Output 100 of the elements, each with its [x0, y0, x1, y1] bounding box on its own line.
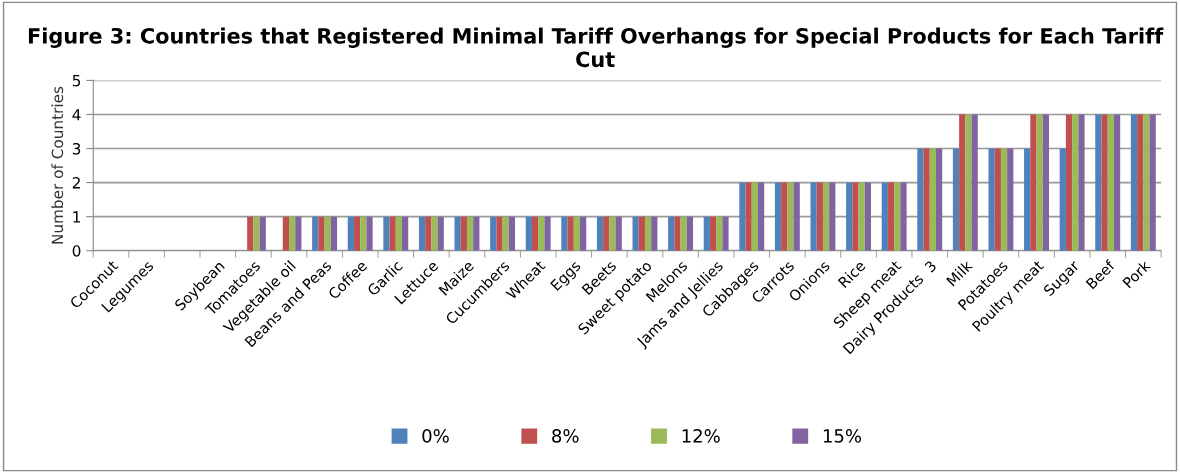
- bar: [638, 216, 645, 251]
- bar: [793, 182, 800, 251]
- bar: [971, 114, 978, 251]
- bar: [1143, 114, 1150, 251]
- bar: [881, 182, 888, 251]
- bar: [781, 182, 788, 251]
- bar: [1036, 114, 1043, 251]
- bar: [852, 182, 859, 251]
- bar: [603, 216, 610, 251]
- bar: [1101, 114, 1108, 251]
- bar: [395, 216, 403, 251]
- bar: [295, 216, 302, 251]
- bar: [894, 182, 901, 251]
- bar: [573, 216, 580, 251]
- legend-label: 15%: [823, 429, 862, 443]
- bar: [674, 216, 681, 251]
- bar: [632, 216, 639, 251]
- legend-label: 8%: [552, 429, 579, 443]
- bar: [418, 216, 426, 251]
- bar: [1072, 114, 1079, 251]
- bar: [858, 182, 865, 251]
- bar: [1078, 114, 1085, 251]
- bar: [1149, 114, 1156, 251]
- bar: [366, 216, 373, 251]
- bar: [1000, 148, 1008, 251]
- bar: [473, 216, 480, 251]
- bar: [1059, 148, 1066, 251]
- bar: [757, 182, 765, 251]
- bar: [1113, 114, 1121, 251]
- bar: [383, 216, 390, 251]
- bar: [353, 216, 361, 251]
- bar: [318, 216, 325, 251]
- bar: [917, 148, 924, 251]
- bar: [454, 216, 461, 251]
- bar: [609, 216, 616, 251]
- bar: [822, 182, 830, 251]
- bar: [816, 182, 823, 251]
- y-tick-label: 1: [73, 211, 80, 223]
- bar: [425, 216, 432, 251]
- bar: [703, 216, 710, 251]
- bar: [929, 148, 936, 251]
- bar: [490, 216, 497, 251]
- bar: [389, 216, 396, 251]
- bar: [544, 216, 551, 251]
- bar: [402, 216, 409, 251]
- bar: [680, 216, 687, 251]
- bar: [651, 216, 658, 251]
- bar: [952, 148, 960, 251]
- bar: [900, 182, 907, 251]
- y-tick-label: 2: [72, 177, 80, 189]
- bar: [994, 148, 1001, 251]
- bar: [259, 216, 266, 251]
- y-tick-label: 3: [72, 142, 81, 155]
- bar: [1065, 114, 1073, 251]
- bar: [965, 114, 972, 251]
- bar: [580, 216, 587, 251]
- y-tick-label: 5: [72, 75, 81, 87]
- bar: [460, 216, 467, 251]
- bar: [431, 216, 438, 251]
- bar: [1095, 114, 1102, 251]
- bar: [810, 182, 817, 251]
- bar: [774, 182, 782, 251]
- bar: [437, 216, 444, 251]
- bar: [739, 182, 746, 251]
- y-axis-title: Number of Countries: [51, 86, 64, 244]
- bar: [864, 182, 872, 251]
- bar: [502, 216, 509, 251]
- bar: [289, 216, 296, 251]
- bar: [1130, 114, 1138, 251]
- bar: [887, 182, 895, 251]
- bar: [531, 216, 539, 251]
- bar: [751, 182, 758, 251]
- bar: [525, 216, 532, 251]
- bar: [347, 216, 354, 251]
- bar: [787, 182, 794, 251]
- bar: [716, 216, 723, 251]
- bar: [596, 216, 604, 251]
- bar: [923, 148, 930, 251]
- y-tick-label: 0: [72, 245, 81, 257]
- bar: [538, 216, 545, 251]
- bar: [312, 216, 319, 251]
- bar: [1030, 114, 1037, 251]
- bar: [846, 182, 853, 251]
- bar: [1042, 114, 1049, 251]
- bar: [567, 216, 574, 251]
- bar: [1007, 148, 1014, 251]
- bar: [561, 216, 568, 251]
- bar: [466, 216, 474, 251]
- bar: [253, 216, 260, 251]
- bar: [644, 216, 652, 251]
- bar: [324, 216, 331, 251]
- bar: [496, 216, 503, 251]
- bar: [247, 216, 254, 251]
- bar: [615, 216, 622, 251]
- bar: [360, 216, 367, 251]
- bar: [745, 182, 752, 251]
- bar: [829, 182, 836, 251]
- bar: [330, 216, 338, 251]
- legend-label: 12%: [682, 429, 720, 443]
- bar: [668, 216, 675, 251]
